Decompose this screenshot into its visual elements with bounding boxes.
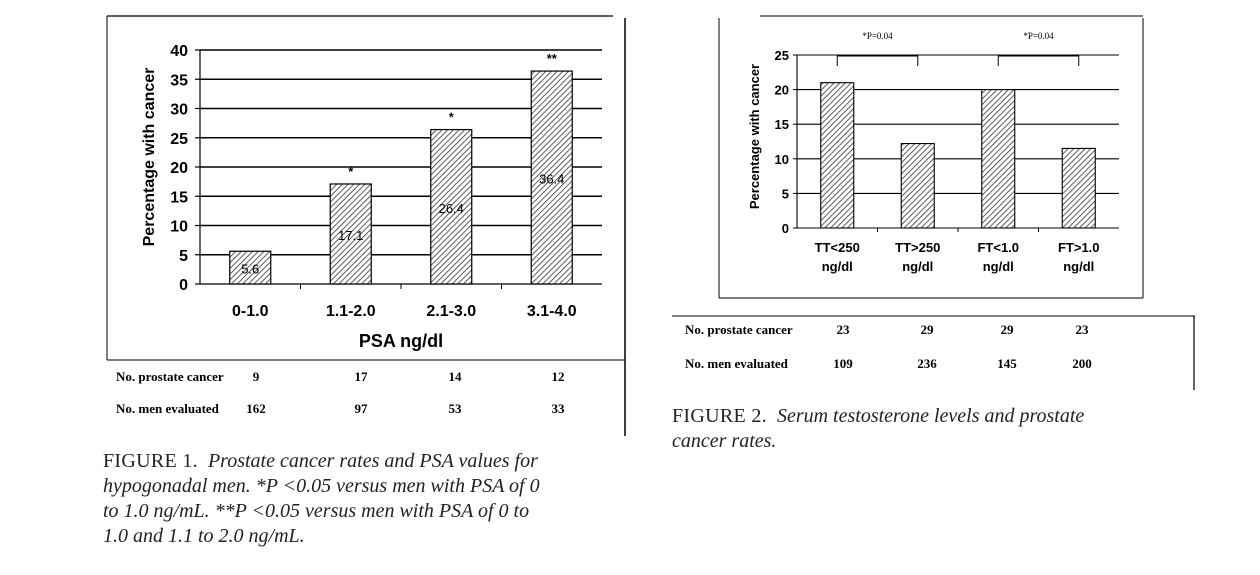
y-axis-title: Percentage with cancer bbox=[141, 68, 158, 247]
figure2-bar-chart: 0 5 10 15 20 25 TT<250 ng/dl TT>250 ng/dl FT<1.0 ng… bbox=[747, 31, 1119, 274]
significance-marker: ** bbox=[547, 51, 558, 66]
y-tick-label: 10 bbox=[170, 219, 188, 236]
figure2-data-table: No. prostate cancer 23 29 29 23 No. men evalu… bbox=[685, 322, 1092, 371]
table-cell: 14 bbox=[449, 369, 463, 384]
figure1-caption-line: Prostate cancer rates and PSA values for bbox=[207, 450, 538, 472]
y-tick-label: 0 bbox=[782, 221, 789, 236]
bar bbox=[820, 82, 855, 229]
table-cell: 29 bbox=[1001, 322, 1015, 337]
bar bbox=[900, 143, 935, 229]
y-tick-label: 30 bbox=[170, 102, 188, 119]
table-cell: 33 bbox=[552, 401, 566, 416]
y-tick-label: 40 bbox=[170, 43, 188, 60]
table-cell: 23 bbox=[837, 322, 851, 337]
x-tick-label: ng/dl bbox=[983, 259, 1014, 274]
table-cell: 236 bbox=[917, 356, 937, 371]
y-tick-label: 25 bbox=[170, 131, 188, 148]
figure2-caption-line: Serum testosterone levels and prostate bbox=[776, 405, 1085, 427]
table-cell: 97 bbox=[355, 401, 369, 416]
y-tick-label: 35 bbox=[170, 72, 188, 89]
data-label: 26.4 bbox=[439, 201, 464, 216]
table-cell: 17 bbox=[355, 369, 369, 384]
table-cell: 12 bbox=[552, 369, 565, 384]
y-tick-label: 25 bbox=[775, 48, 789, 63]
data-label: 5.6 bbox=[241, 262, 259, 277]
y-tick-label: 5 bbox=[782, 186, 789, 201]
figure1-caption-line: hypogonadal men. *P <0.05 versus men wit… bbox=[103, 475, 540, 497]
x-tick-label: TT>250 bbox=[895, 240, 940, 255]
significance-label: *P=0.04 bbox=[862, 31, 893, 41]
figure1-data-table: No. prostate cancer 9 17 14 12 No. men evalua… bbox=[116, 369, 565, 416]
x-tick-label: 0-1.0 bbox=[232, 303, 269, 320]
y-tick-label: 20 bbox=[170, 160, 188, 177]
y-tick-label: 15 bbox=[170, 189, 188, 206]
table-cell: 200 bbox=[1072, 356, 1092, 371]
bar bbox=[981, 89, 1016, 229]
figure1-panel bbox=[106, 15, 626, 436]
significance-marker: * bbox=[348, 164, 354, 179]
significance-marker: * bbox=[449, 110, 455, 125]
x-axis-title: PSA ng/dl bbox=[359, 331, 443, 351]
y-tick-label: 5 bbox=[179, 248, 188, 265]
data-label: 17.1 bbox=[338, 228, 363, 243]
x-tick-label: ng/dl bbox=[902, 259, 933, 274]
bar bbox=[430, 128, 473, 285]
significance-label: *P=0.04 bbox=[1023, 31, 1054, 41]
table-row-label: No. prostate cancer bbox=[685, 322, 793, 337]
x-tick-label: 1.1-2.0 bbox=[326, 303, 376, 320]
table-row-label: No. men evaluated bbox=[685, 356, 789, 371]
significance-bracket bbox=[997, 55, 1080, 66]
x-tick-label: TT<250 bbox=[815, 240, 860, 255]
x-tick-label: 3.1-4.0 bbox=[527, 303, 577, 320]
x-tick-label: FT>1.0 bbox=[1058, 240, 1100, 255]
table-cell: 162 bbox=[246, 401, 266, 416]
figure2-caption-lead: FIGURE 2. bbox=[672, 405, 767, 427]
x-tick-label: ng/dl bbox=[1063, 259, 1094, 274]
bar bbox=[229, 250, 272, 285]
figure1-caption: FIGURE 1. Prostate cancer rates and PSA … bbox=[103, 449, 633, 549]
table-cell: 145 bbox=[997, 356, 1017, 371]
significance-bracket bbox=[836, 55, 919, 66]
x-tick-label: 2.1-3.0 bbox=[426, 303, 476, 320]
bar bbox=[530, 70, 573, 285]
data-label: 36.4 bbox=[539, 172, 564, 187]
figure2-panel bbox=[672, 15, 1195, 390]
y-tick-label: 15 bbox=[775, 117, 789, 132]
table-row-label: No. prostate cancer bbox=[116, 369, 224, 384]
figure1-caption-line: 1.0 and 1.1 to 2.0 ng/mL. bbox=[103, 525, 305, 547]
table-cell: 29 bbox=[921, 322, 935, 337]
y-axis-title: Percentage with cancer bbox=[747, 64, 762, 209]
x-tick-label: FT<1.0 bbox=[977, 240, 1019, 255]
table-cell: 53 bbox=[449, 401, 463, 416]
y-tick-label: 10 bbox=[775, 152, 789, 167]
x-tick-label: ng/dl bbox=[822, 259, 853, 274]
table-cell: 9 bbox=[253, 369, 260, 384]
bar bbox=[329, 183, 372, 285]
bar bbox=[1061, 147, 1096, 229]
figure2-caption: FIGURE 2. Serum testosterone levels and … bbox=[672, 404, 1202, 454]
figure1-bar-chart: 0 5 10 15 20 25 30 35 40 5.6 0-1.0 17.1 * 1.1-2.0 26.4… bbox=[141, 43, 602, 351]
table-row-label: No. men evaluated bbox=[116, 401, 220, 416]
table-cell: 23 bbox=[1076, 322, 1090, 337]
figure1-caption-line: to 1.0 ng/mL. **P <0.05 versus men with … bbox=[103, 500, 530, 522]
y-tick-label: 0 bbox=[179, 277, 188, 294]
y-tick-label: 20 bbox=[775, 83, 789, 98]
table-cell: 109 bbox=[833, 356, 853, 371]
figure2-caption-line: cancer rates. bbox=[672, 430, 777, 452]
figure1-caption-lead: FIGURE 1. bbox=[103, 450, 198, 472]
